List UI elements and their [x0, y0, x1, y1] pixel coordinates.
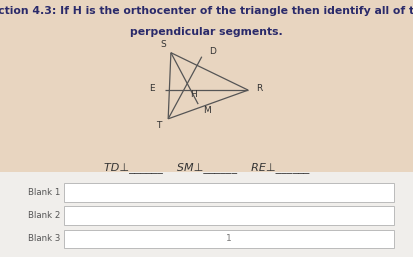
- Text: Blank 1: Blank 1: [28, 188, 60, 197]
- Text: 1: 1: [226, 234, 232, 243]
- Text: R: R: [256, 84, 262, 93]
- Text: T: T: [157, 121, 162, 130]
- Text: perpendicular segments.: perpendicular segments.: [130, 27, 283, 37]
- Text: H: H: [190, 90, 197, 99]
- Text: TD⊥______    SM⊥______    RE⊥______: TD⊥______ SM⊥______ RE⊥______: [104, 162, 309, 173]
- Text: Blank 3: Blank 3: [28, 234, 60, 243]
- Text: M: M: [203, 106, 211, 115]
- Text: Section 4.3: If H is the orthocenter of the triangle then identify all of the: Section 4.3: If H is the orthocenter of …: [0, 6, 413, 16]
- Text: Blank 2: Blank 2: [28, 211, 60, 220]
- Text: E: E: [149, 84, 154, 93]
- Text: S: S: [161, 40, 166, 49]
- Text: D: D: [209, 47, 216, 56]
